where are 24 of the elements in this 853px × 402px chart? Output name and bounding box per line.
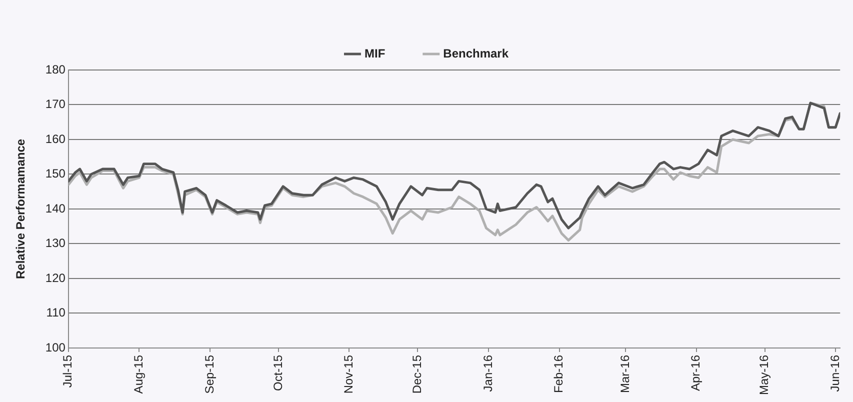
x-tick-label: Dec-15: [410, 354, 424, 394]
y-tick-label: 110: [46, 306, 66, 320]
y-axis-title: Relative Performamance: [14, 138, 28, 280]
y-tick-label: 160: [45, 132, 66, 146]
x-tick-label: Nov-15: [342, 354, 356, 394]
x-tick-label: Jul-15: [60, 354, 75, 388]
x-tick-label: May-16: [757, 354, 772, 395]
y-tick-label: 180: [45, 62, 66, 76]
x-tick-label: Oct-15: [270, 354, 285, 391]
x-tick-label: Sep-15: [202, 354, 216, 394]
y-tick-label: 150: [45, 166, 66, 181]
x-tick-label: Aug-15: [132, 354, 146, 394]
x-tick-label: Mar-16: [618, 354, 632, 393]
x-tick-label: Feb-16: [552, 354, 566, 394]
y-tick-label: 120: [45, 270, 66, 285]
y-tick-label: 140: [45, 201, 66, 216]
y-tick-label: 170: [45, 97, 66, 112]
y-tick-label: 100: [45, 340, 66, 354]
y-tick-label: 130: [45, 236, 66, 250]
legend-label: Benchmark: [443, 46, 509, 60]
legend-label: MIF: [364, 46, 386, 60]
x-tick-label: Apr-16: [688, 354, 703, 392]
x-tick-label: Jan-16: [480, 354, 495, 392]
x-tick-label: Jun-16: [828, 354, 842, 392]
